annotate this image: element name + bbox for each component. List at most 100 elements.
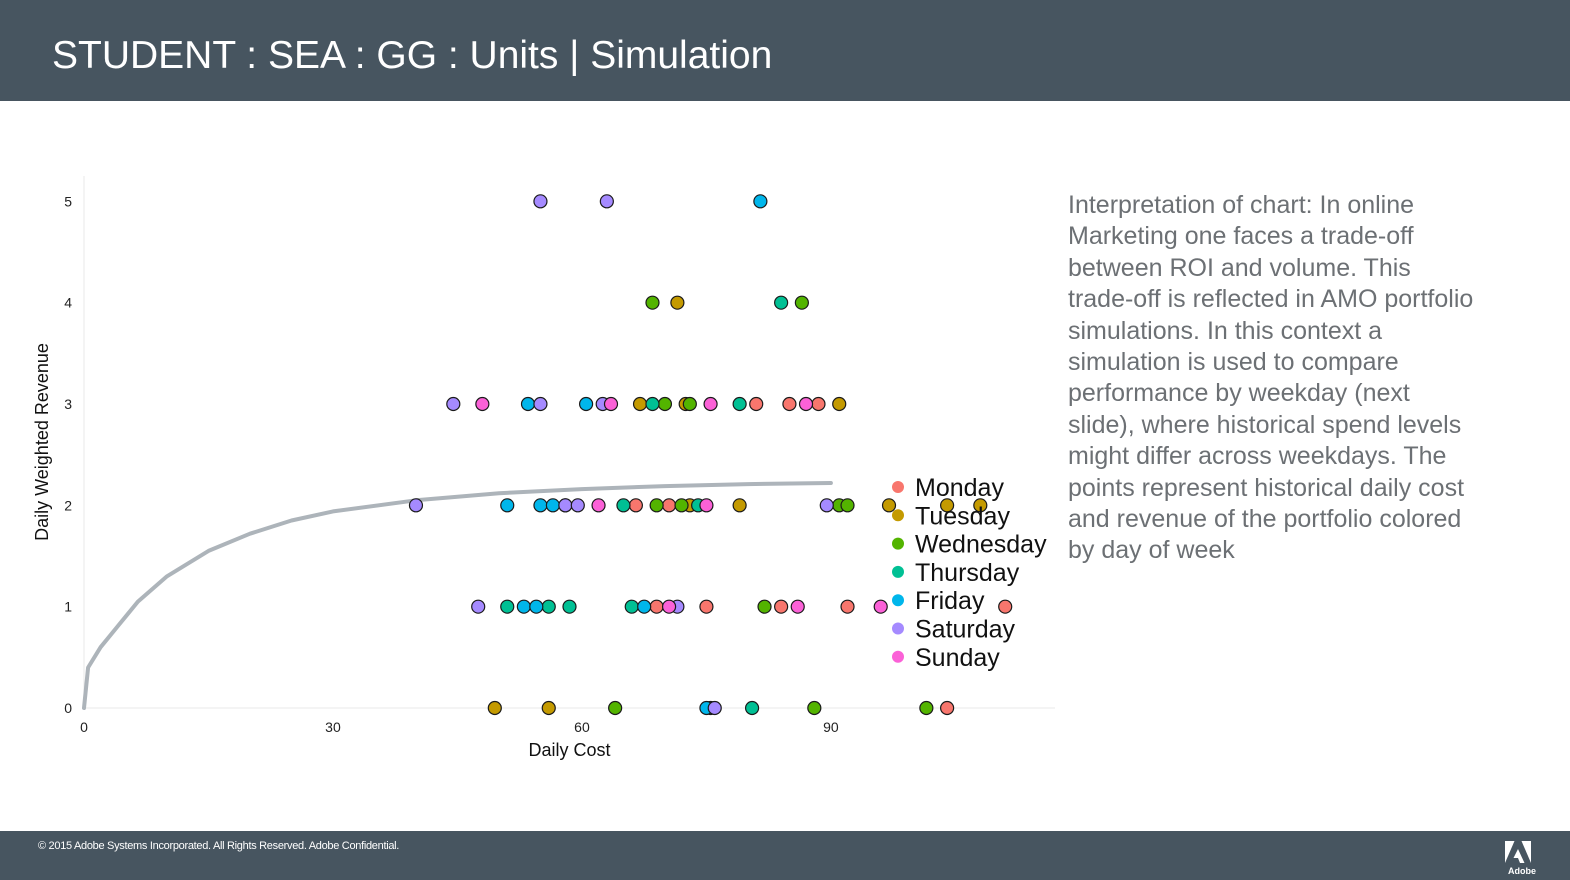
data-point (757, 599, 772, 614)
y-axis-title: Daily Weighted Revenue (32, 343, 52, 541)
legend-marker (892, 650, 904, 663)
y-tick-label: 2 (64, 497, 72, 513)
data-point (541, 599, 556, 614)
data-point (753, 194, 768, 209)
data-point (603, 396, 619, 412)
data-point (529, 599, 544, 614)
data-point (940, 498, 955, 513)
data-point (811, 396, 826, 412)
data-point (628, 498, 643, 513)
data-point (649, 498, 664, 513)
y-tick-label: 0 (64, 700, 72, 716)
data-point (408, 498, 424, 513)
data-point (624, 599, 639, 614)
data-point (973, 498, 988, 513)
data-point (840, 599, 855, 614)
legend-marker (892, 481, 904, 493)
data-point (608, 700, 623, 716)
data-point (774, 295, 789, 310)
data-point (798, 396, 814, 412)
y-tick-label: 4 (64, 295, 72, 311)
data-point (541, 700, 556, 716)
data-point (794, 295, 809, 310)
data-point (682, 396, 697, 412)
adobe-logo-text: Adobe (1508, 866, 1536, 876)
legend-label: Monday (915, 474, 1004, 502)
data-point (873, 599, 888, 614)
data-point (500, 599, 515, 614)
data-point (998, 599, 1013, 614)
legend-label: Wednesday (915, 531, 1047, 559)
series-sunday (475, 396, 888, 614)
data-point (940, 700, 955, 716)
data-point (632, 396, 648, 412)
simulation-curve (82, 481, 833, 710)
data-point (674, 498, 689, 513)
data-point (649, 599, 664, 614)
data-point (732, 498, 747, 513)
legend-label: Tuesday (915, 502, 1010, 530)
data-point (471, 599, 486, 614)
data-point (699, 599, 714, 614)
series-wednesday (608, 295, 934, 716)
legend-label: Saturday (915, 616, 1016, 644)
legend-label: Thursday (915, 559, 1020, 587)
x-axis-title: Daily Cost (528, 740, 610, 760)
data-point (661, 599, 677, 614)
legend-marker (892, 594, 904, 607)
data-point (487, 700, 502, 716)
slide-title: STUDENT : SEA : GG : Units | Simulation (52, 34, 773, 77)
data-point (881, 498, 897, 513)
data-point (840, 498, 855, 513)
slide-header: STUDENT : SEA : GG : Units | Simulation (0, 0, 1570, 101)
data-point (707, 700, 722, 716)
slide-footer: © 2015 Adobe Systems Incorporated. All R… (0, 831, 1570, 880)
data-point (749, 396, 764, 412)
data-point (533, 194, 548, 209)
interpretation-text: Interpretation of chart: In online Marke… (1068, 191, 1474, 565)
data-point (782, 396, 797, 412)
data-point (703, 396, 718, 412)
data-point (520, 396, 536, 412)
data-point (637, 599, 652, 614)
data-point (516, 599, 531, 614)
legend-marker (892, 622, 904, 635)
legend-marker (892, 509, 904, 522)
data-point (533, 396, 548, 412)
data-point (591, 498, 606, 513)
data-point (545, 498, 561, 513)
legend-marker (892, 565, 904, 578)
data-point (500, 498, 515, 513)
y-tick-label: 5 (64, 193, 72, 209)
data-point (832, 396, 847, 412)
data-point (475, 396, 490, 412)
data-point (616, 498, 631, 513)
series-friday (500, 194, 768, 716)
data-point (699, 498, 714, 513)
data-point (558, 498, 573, 513)
data-point (807, 700, 822, 716)
copyright-text: © 2015 Adobe Systems Incorporated. All R… (38, 840, 400, 852)
data-point (446, 396, 461, 412)
data-point (819, 498, 834, 513)
x-tick-label: 30 (325, 719, 341, 735)
series-monday (628, 396, 1013, 716)
data-point (774, 599, 789, 614)
data-point (919, 700, 934, 716)
data-point (533, 498, 548, 513)
data-point (670, 295, 685, 310)
x-tick-label: 90 (823, 719, 839, 735)
x-tick-label: 0 (80, 719, 88, 735)
adobe-logo-icon (1505, 841, 1531, 863)
data-point (657, 396, 673, 412)
y-tick-label: 3 (64, 396, 72, 412)
data-point (645, 295, 660, 310)
data-point (562, 599, 577, 614)
legend-label: Sunday (915, 644, 1000, 672)
x-tick-label: 60 (574, 719, 590, 735)
y-tick-label: 1 (64, 599, 72, 615)
legend-marker (892, 537, 904, 550)
data-point (661, 498, 677, 513)
data-point (744, 700, 760, 716)
series-saturday (408, 194, 834, 716)
